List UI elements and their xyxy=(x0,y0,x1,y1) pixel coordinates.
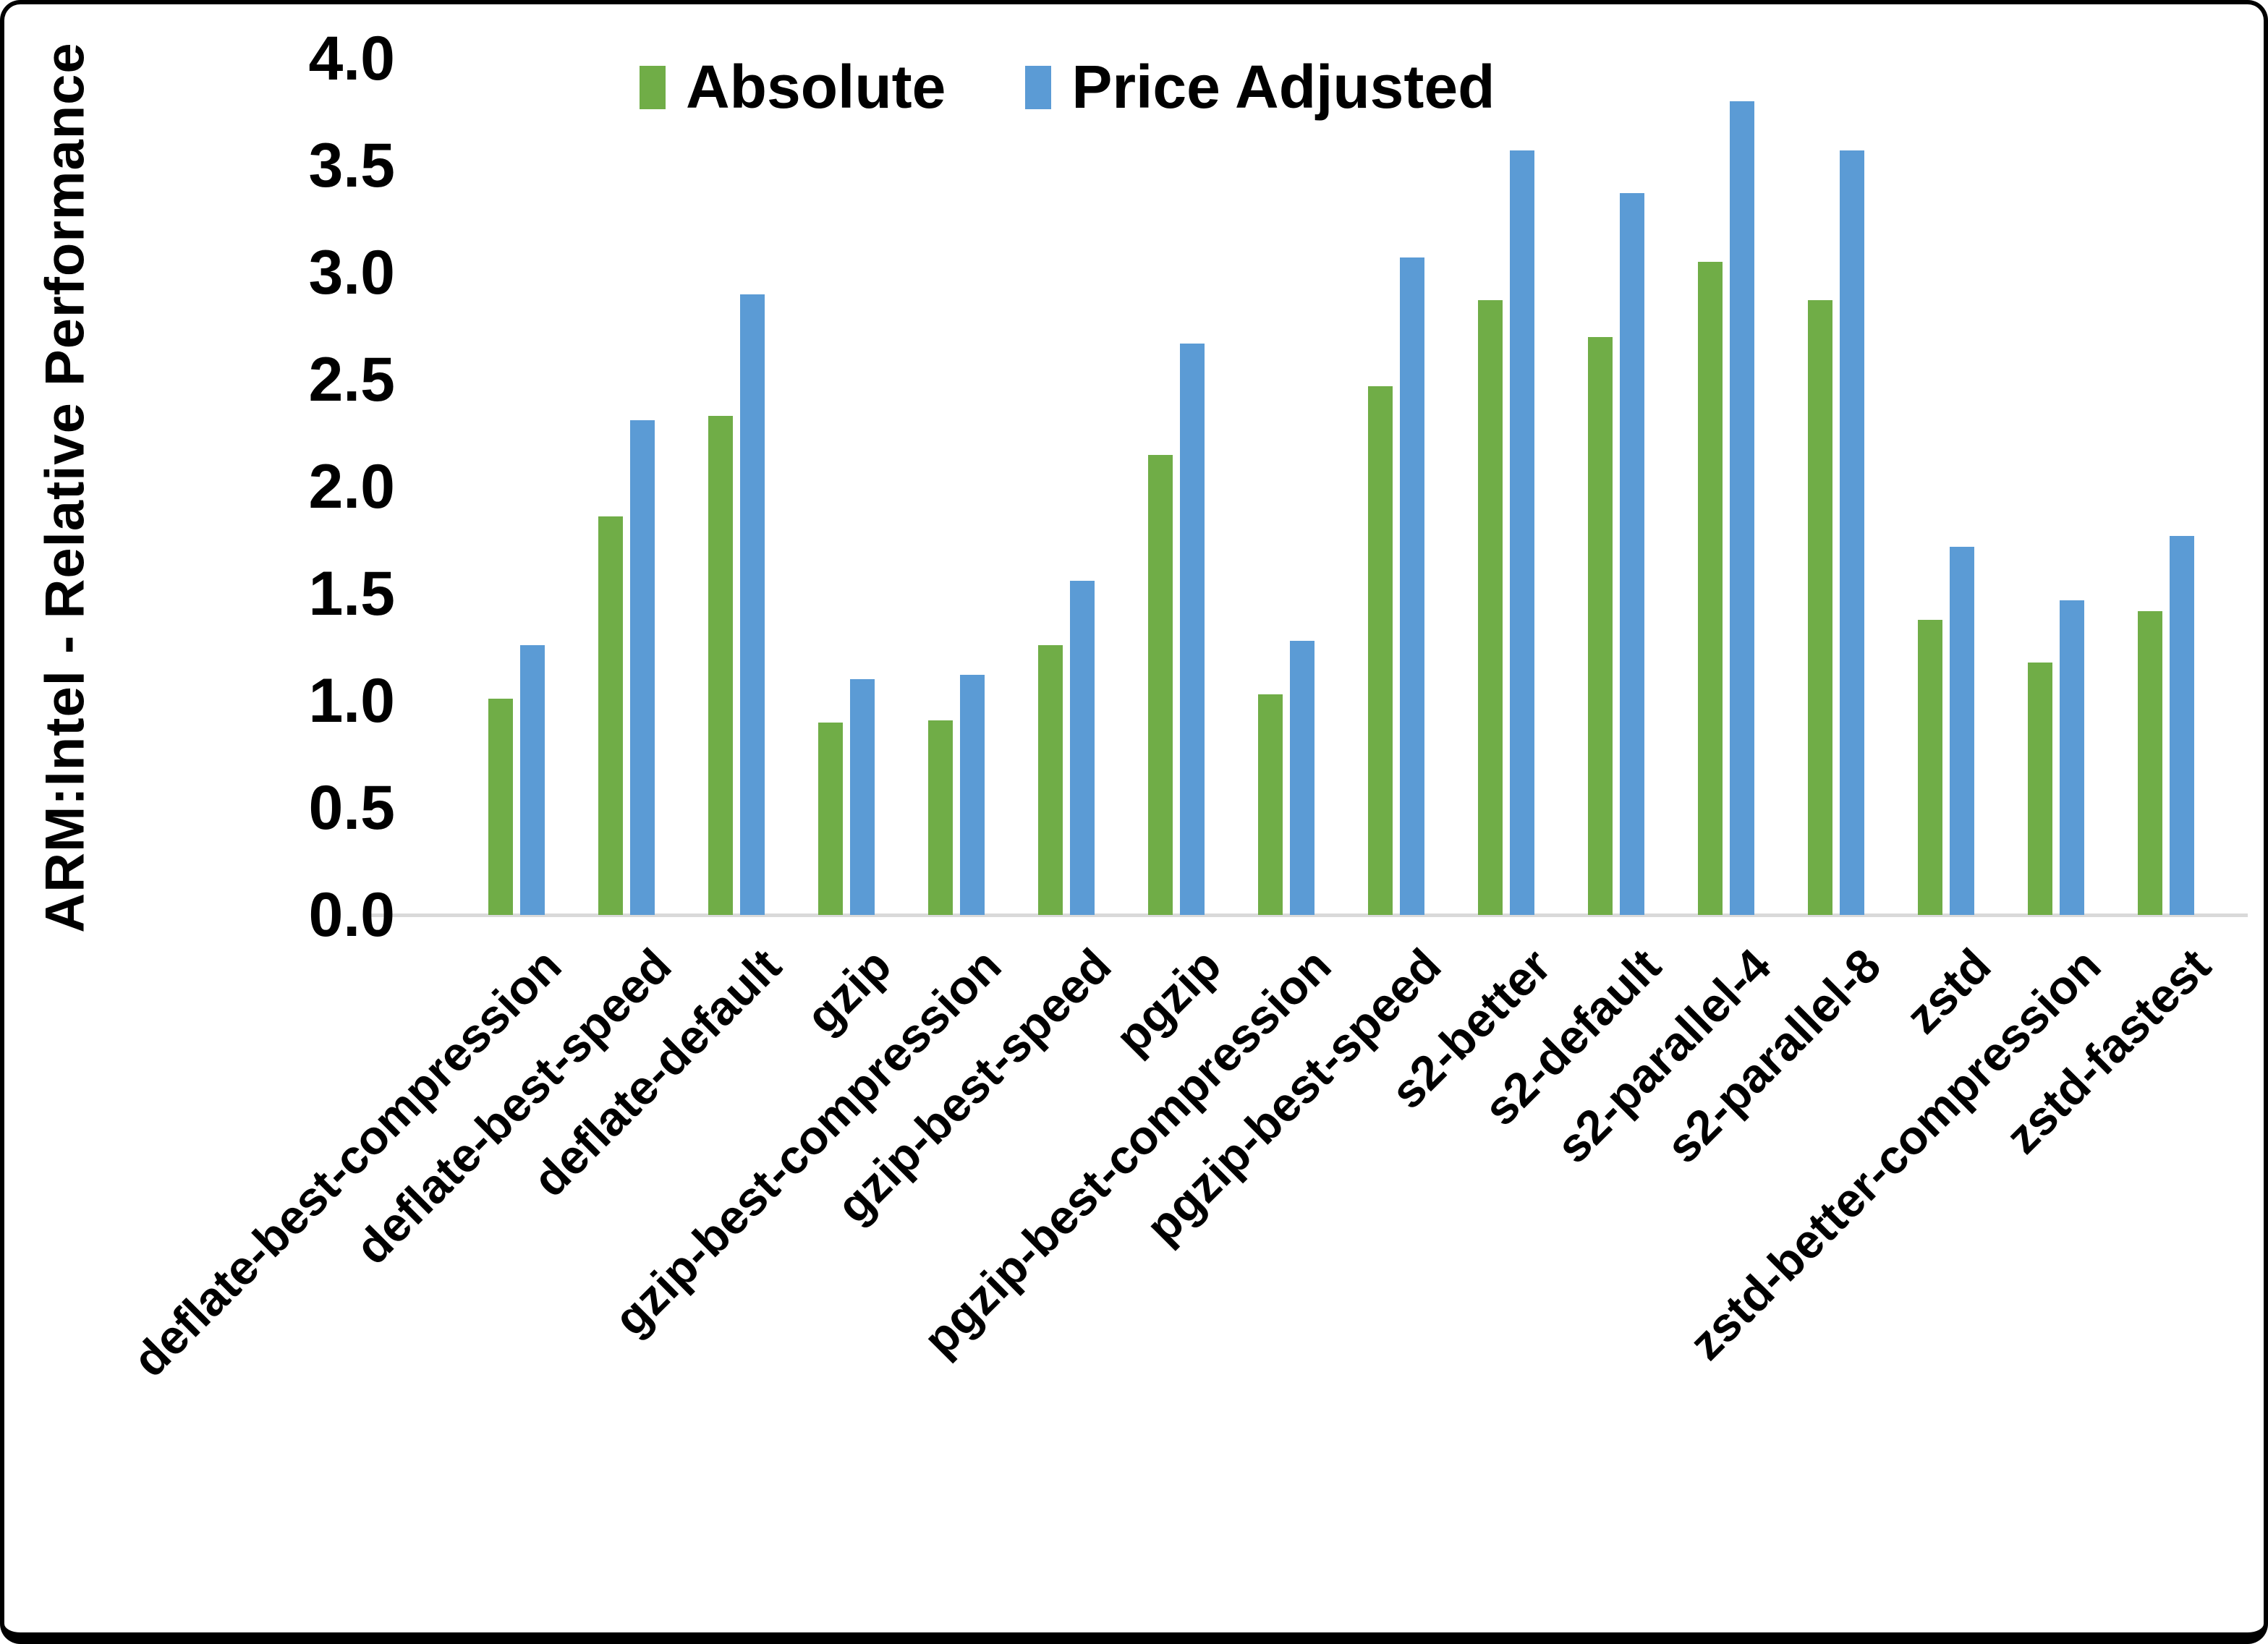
bar-absolute-deflate-best-compression xyxy=(488,699,513,915)
bar-group-zstd xyxy=(1891,59,2001,915)
y-tick-label: 3.0 xyxy=(308,238,395,307)
y-tick-label: 4.0 xyxy=(308,24,395,93)
bar-price-adjusted-deflate-best-compression xyxy=(520,645,545,915)
legend-label: Price Adjusted xyxy=(1071,53,1495,121)
plot-area xyxy=(462,59,2221,915)
bar-price-adjusted-gzip-best-speed xyxy=(1070,581,1095,915)
bar-absolute-zstd xyxy=(1918,619,1942,915)
y-tick-label: 2.0 xyxy=(308,452,395,521)
bar-absolute-gzip-best-compression xyxy=(928,720,953,915)
bar-price-adjusted-zstd-fastest xyxy=(2170,536,2194,915)
bar-absolute-s2-default xyxy=(1588,336,1613,915)
bar-absolute-pgzip-best-speed xyxy=(1368,386,1393,915)
bar-absolute-s2-better xyxy=(1478,300,1503,915)
bar-absolute-pgzip-best-compression xyxy=(1258,694,1283,915)
bar-price-adjusted-gzip-best-compression xyxy=(960,675,985,915)
bar-price-adjusted-deflate-default xyxy=(740,294,765,915)
bar-price-adjusted-s2-default xyxy=(1620,193,1644,915)
chart-legend: Absolute Price Adjusted xyxy=(640,52,1495,122)
y-tick-label: 1.5 xyxy=(308,559,395,629)
legend-item: Price Adjusted xyxy=(1025,52,1495,122)
bar-group-s2-parallel-4 xyxy=(1671,59,1781,915)
bar-group-deflate-best-compression xyxy=(462,59,572,915)
bar-group-s2-default xyxy=(1561,59,1671,915)
bar-price-adjusted-s2-better xyxy=(1510,150,1534,915)
y-tick-label: 0.0 xyxy=(308,880,395,950)
bar-price-adjusted-gzip xyxy=(850,679,875,915)
bar-group-zstd-fastest xyxy=(2111,59,2221,915)
bar-absolute-deflate-best-speed xyxy=(598,516,623,915)
bar-price-adjusted-s2-parallel-8 xyxy=(1840,150,1864,915)
legend-swatch-icon xyxy=(640,65,666,109)
y-tick-label: 2.5 xyxy=(308,345,395,414)
bar-absolute-s2-parallel-8 xyxy=(1808,300,1832,915)
bar-price-adjusted-s2-parallel-4 xyxy=(1730,101,1754,915)
legend-swatch-icon xyxy=(1025,65,1052,109)
y-tick-label: 0.5 xyxy=(308,773,395,843)
bar-group-deflate-best-speed xyxy=(572,59,681,915)
bar-group-gzip xyxy=(791,59,901,915)
bar-absolute-zstd-better-compression xyxy=(2028,662,2052,915)
bar-price-adjusted-zstd-better-compression xyxy=(2060,600,2084,915)
bar-group-s2-parallel-8 xyxy=(1781,59,1891,915)
bar-group-s2-better xyxy=(1451,59,1561,915)
legend-item: Absolute xyxy=(640,52,946,122)
bar-group-pgzip xyxy=(1121,59,1231,915)
bar-absolute-s2-parallel-4 xyxy=(1698,262,1723,915)
bar-price-adjusted-deflate-best-speed xyxy=(630,420,655,915)
bar-absolute-deflate-default xyxy=(708,416,733,915)
bar-group-pgzip-best-compression xyxy=(1231,59,1341,915)
legend-label: Absolute xyxy=(686,53,946,121)
x-axis-baseline xyxy=(370,913,2248,917)
bar-price-adjusted-pgzip-best-compression xyxy=(1290,641,1314,915)
bar-price-adjusted-pgzip-best-speed xyxy=(1400,257,1424,915)
bar-price-adjusted-pgzip xyxy=(1180,343,1205,915)
y-tick-label: 1.0 xyxy=(308,666,395,736)
bar-price-adjusted-zstd xyxy=(1950,546,1974,915)
bar-group-gzip-best-compression xyxy=(901,59,1011,915)
bar-absolute-zstd-fastest xyxy=(2138,610,2162,915)
y-tick-label: 3.5 xyxy=(308,131,395,200)
bar-absolute-gzip xyxy=(818,722,843,915)
bar-absolute-pgzip xyxy=(1148,454,1173,915)
bar-absolute-gzip-best-speed xyxy=(1038,645,1063,915)
bar-group-deflate-default xyxy=(681,59,791,915)
bar-group-gzip-best-speed xyxy=(1011,59,1121,915)
y-axis-title: ARM:Intel - Relative Performance xyxy=(34,42,96,933)
bar-group-pgzip-best-speed xyxy=(1341,59,1451,915)
bar-group-zstd-better-compression xyxy=(2001,59,2111,915)
